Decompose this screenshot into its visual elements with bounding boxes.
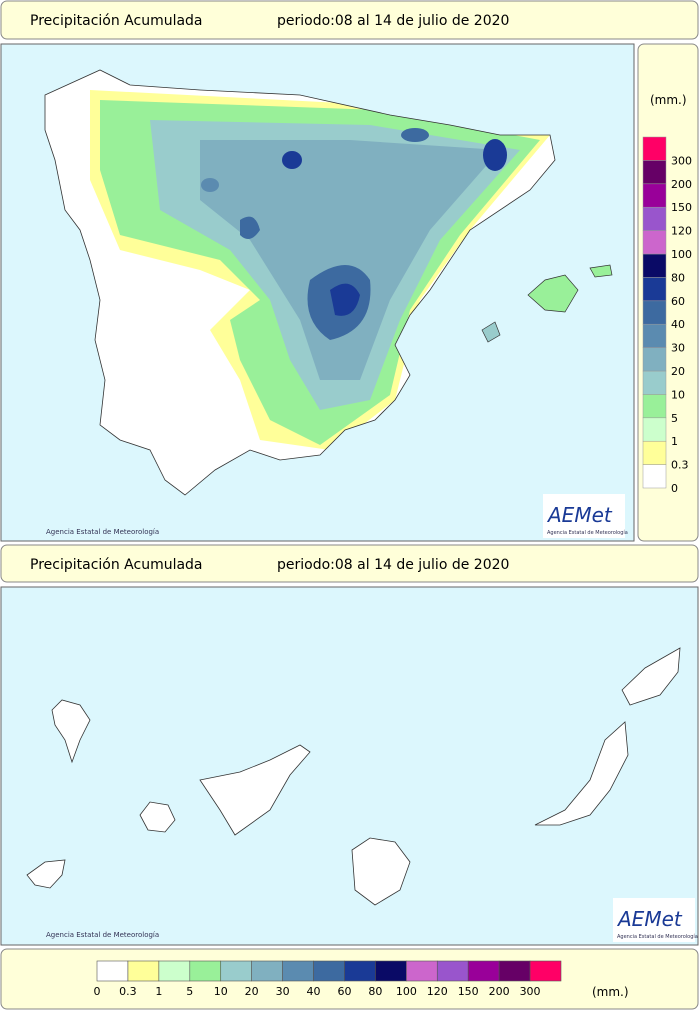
legend-swatch (96, 960, 129, 982)
legend-label: 120 (427, 985, 448, 998)
legend-swatch (467, 960, 500, 982)
legend-horizontal: 0 0.3 1 5 10 20 30 40 60 80 100 120 150 200 300 (94, 960, 562, 998)
legend-swatch (642, 230, 667, 255)
legend-swatch (642, 417, 667, 442)
logo: AEMet (616, 907, 683, 931)
legend-label: 120 (671, 225, 692, 238)
legend-swatch (642, 206, 667, 231)
logo-box (543, 494, 625, 538)
legend-label: 20 (671, 365, 685, 378)
legend-label: 150 (458, 985, 479, 998)
legend-label: 100 (396, 985, 417, 998)
legend-swatch (127, 960, 160, 982)
header-bar (0, 0, 699, 40)
legend-label: 20 (245, 985, 259, 998)
logo-box (613, 898, 695, 942)
legend-swatch (642, 347, 667, 372)
legend-label: 10 (214, 985, 228, 998)
legend-label: 150 (671, 201, 692, 214)
legend-label: 0.3 (671, 459, 689, 472)
legend-swatch (642, 160, 667, 185)
legend-label: 5 (671, 412, 678, 425)
legend-swatch (220, 960, 252, 982)
legend-unit: (mm.) (592, 985, 629, 999)
legend-swatch (158, 960, 191, 982)
legend-unit: (mm.) (650, 93, 687, 107)
legend-swatch (642, 323, 667, 348)
legend-swatch (498, 960, 531, 982)
legend-swatch (189, 960, 222, 982)
legend-swatch (436, 960, 469, 982)
legend-swatch (375, 960, 407, 982)
legend-label: 40 (307, 985, 321, 998)
header-title: Precipitación Acumulada (30, 557, 203, 573)
header-period: periodo:08 al 14 de julio de 2020 (277, 557, 509, 573)
legend-label: 30 (276, 985, 290, 998)
legend-swatch (251, 960, 283, 982)
legend-label: 0 (671, 482, 678, 495)
legend-swatch (642, 183, 667, 208)
legend-label: 80 (671, 271, 685, 284)
credit: Agencia Estatal de Meteorología (46, 528, 159, 536)
map-sea (0, 586, 699, 946)
legend-vertical: 0 0.3 1 5 10 20 30 40 60 80 100 120 150 200 300 (642, 136, 692, 495)
legend-swatch (313, 960, 345, 982)
header-bar (0, 544, 699, 583)
legend-swatch (406, 960, 438, 982)
coastline (44, 69, 556, 496)
menorca (589, 264, 613, 278)
legend-label: 100 (671, 248, 692, 261)
legend-label: 60 (337, 985, 351, 998)
legend-swatch (642, 300, 667, 325)
logo-sub: Agencia Estatal de Meteorología (547, 529, 628, 536)
legend-label: 300 (671, 154, 692, 167)
legend-label: 60 (671, 295, 685, 308)
mallorca (527, 274, 579, 313)
legend-label: 0.3 (119, 985, 137, 998)
logo: AEMet (546, 503, 613, 527)
legend-swatch (344, 960, 376, 982)
legend-label: 30 (671, 342, 685, 355)
precip-fields (90, 90, 550, 450)
legend-swatch (642, 464, 667, 489)
ibiza (481, 321, 501, 343)
legend-swatch (642, 440, 667, 465)
header-title: Precipitación Acumulada (30, 13, 203, 29)
legend-swatch (529, 960, 562, 982)
legend-swatch (642, 277, 667, 302)
logo-sub: Agencia Estatal de Meteorología (617, 933, 698, 940)
legend-swatch (642, 253, 667, 278)
credit: Agencia Estatal de Meteorología (46, 931, 159, 939)
legend-label: 80 (368, 985, 382, 998)
legend-label: 40 (671, 318, 685, 331)
legend-swatch (642, 136, 667, 161)
canary-islands (26, 647, 681, 906)
legend-label: 1 (671, 435, 678, 448)
legend-label: 200 (489, 985, 510, 998)
legend-label: 300 (520, 985, 541, 998)
legend-label: 5 (186, 985, 193, 998)
legend-swatch (642, 394, 667, 419)
header-period: periodo:08 al 14 de julio de 2020 (277, 13, 509, 29)
legend-label: 1 (155, 985, 162, 998)
legend-swatch (282, 960, 314, 982)
legend-label: 10 (671, 388, 685, 401)
legend-label: 0 (94, 985, 101, 998)
legend-label: 200 (671, 178, 692, 191)
legend-swatch (642, 370, 667, 395)
